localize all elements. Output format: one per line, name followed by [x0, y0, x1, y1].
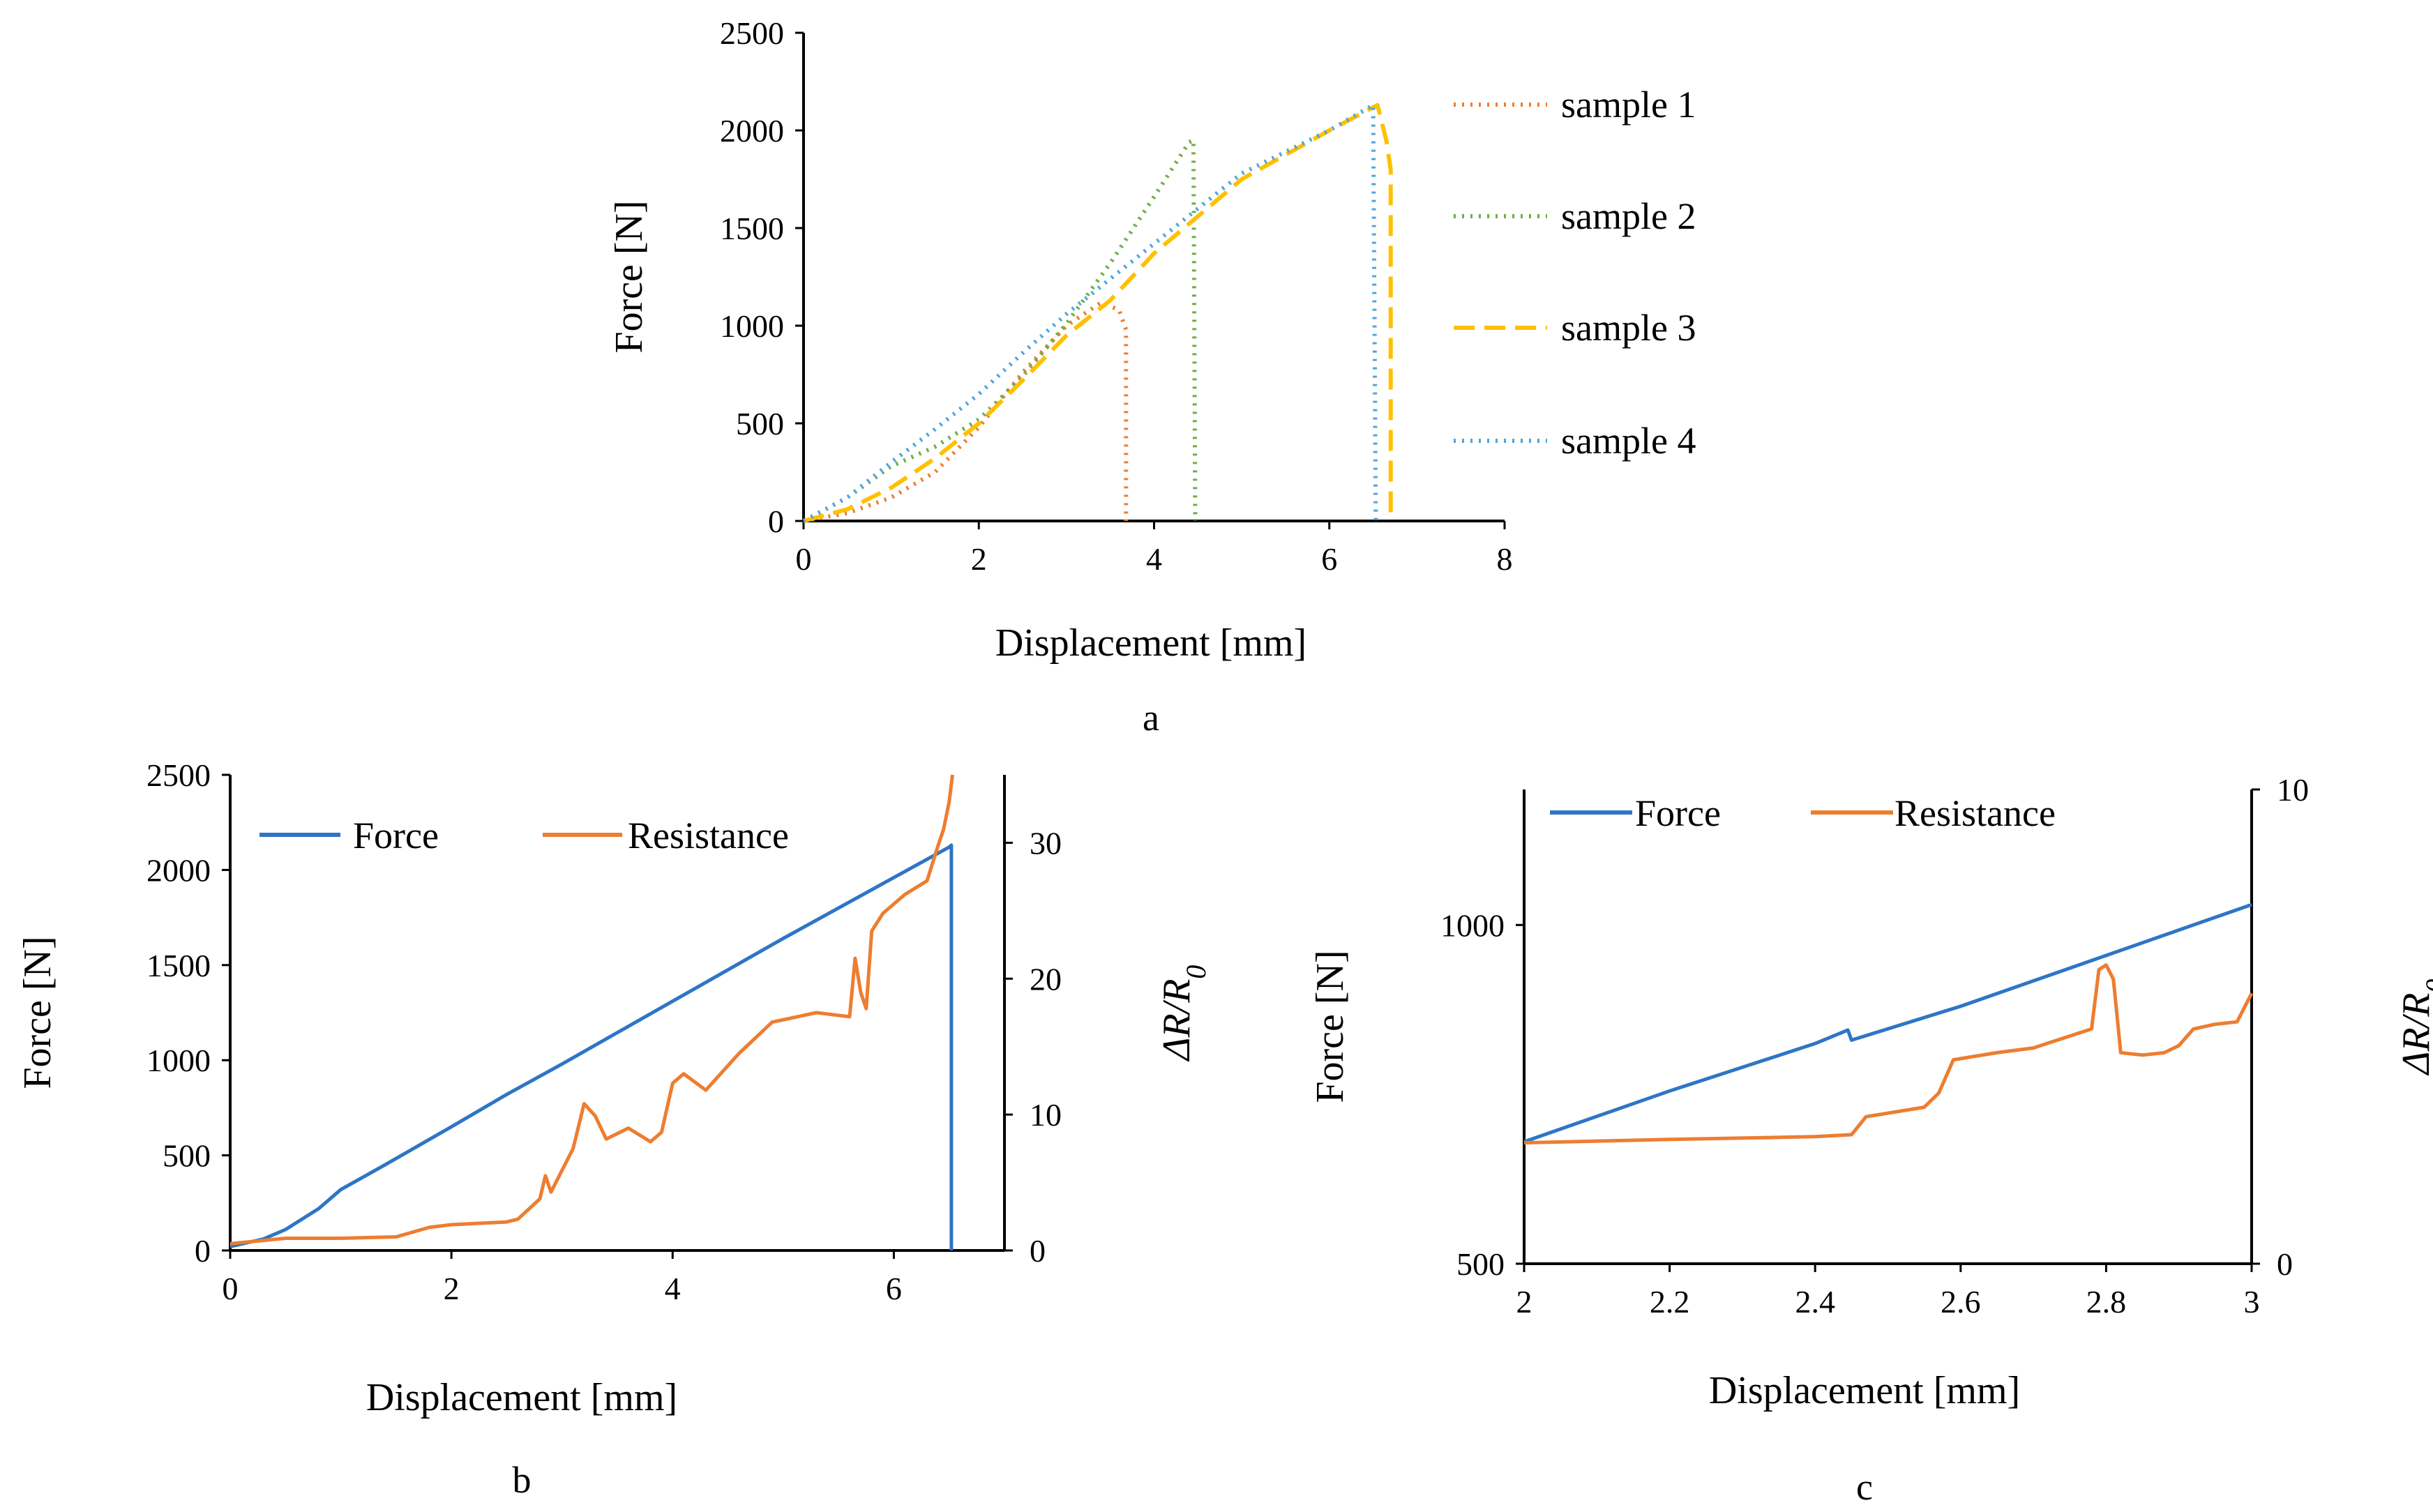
x-tick-label-a: 2 — [971, 541, 987, 577]
legend-label-a: sample 3 — [1561, 307, 1696, 349]
y-tick-label-c: 500 — [1456, 1246, 1505, 1282]
y-tick-label-a: 1000 — [720, 308, 784, 344]
x-tick-label-c: 2 — [1516, 1284, 1532, 1320]
y2-tick-label-b: 30 — [1030, 825, 1062, 861]
panel-label-a: a — [1143, 697, 1159, 739]
y-tick-label-a: 2500 — [720, 15, 784, 51]
x-tick-label-b: 4 — [665, 1271, 681, 1306]
y-tick-label-b: 0 — [195, 1233, 211, 1269]
y-tick-label-a: 0 — [768, 504, 784, 539]
y-tick-label-b: 2500 — [146, 757, 211, 793]
series-line-b-force — [229, 843, 954, 1250]
x-tick-label-c: 3 — [2244, 1284, 2260, 1320]
x-tick-label-c: 2.2 — [1650, 1284, 1690, 1320]
y-tick-label-b: 500 — [163, 1138, 211, 1174]
y2-tick-label-c: 0 — [2277, 1246, 2293, 1282]
y2-axis-title-b: ΔR/R0 — [1155, 965, 1212, 1062]
y-tick-label-a: 2000 — [720, 113, 784, 149]
y-tick-label-a: 500 — [736, 406, 784, 441]
y2-tick-label-b: 20 — [1030, 961, 1062, 997]
y2-tick-label-b: 0 — [1030, 1233, 1046, 1269]
y-tick-label-b: 1000 — [146, 1043, 211, 1078]
x-tick-label-a: 6 — [1321, 541, 1337, 577]
y-axis-title-c: Force [N] — [1309, 950, 1352, 1103]
series-line-c-force — [1523, 902, 2252, 1144]
y-tick-label-c: 1000 — [1440, 907, 1505, 943]
y2-tick-label-c: 10 — [2277, 772, 2309, 808]
panel-label-c: c — [1856, 1466, 1873, 1508]
series-line-a-sample-1 — [803, 300, 1129, 523]
x-axis-title-b: Displacement [mm] — [366, 1376, 677, 1419]
series-line-c-resistance — [1523, 963, 2254, 1145]
y-tick-label-b: 1500 — [146, 948, 211, 983]
series-line-a-sample-2 — [802, 138, 1198, 523]
x-tick-label-c: 2.4 — [1795, 1284, 1835, 1320]
series-line-b-resistance — [229, 774, 954, 1246]
y-axis-title-b: Force [N] — [16, 936, 59, 1089]
x-tick-label-b: 0 — [223, 1271, 239, 1306]
legend-label-b: Resistance — [628, 815, 789, 856]
legend-label-a: sample 1 — [1561, 84, 1696, 126]
y2-axis-title-c: ΔR/R0 — [2395, 979, 2433, 1076]
x-tick-label-a: 4 — [1146, 541, 1162, 577]
x-axis-title-a: Displacement [mm] — [995, 621, 1306, 665]
x-tick-label-c: 2.8 — [2086, 1284, 2127, 1320]
x-tick-label-a: 0 — [796, 541, 812, 577]
panel-label-b: b — [513, 1459, 532, 1501]
x-tick-label-b: 6 — [886, 1271, 902, 1306]
series-line-a-sample-4 — [802, 103, 1378, 523]
x-tick-label-a: 8 — [1497, 541, 1513, 577]
legend-label-c: Force — [1635, 792, 1721, 834]
legend-label-a: sample 4 — [1561, 420, 1696, 462]
y-tick-label-b: 2000 — [146, 852, 211, 888]
legend-label-c: Resistance — [1895, 792, 2056, 834]
series-line-a-sample-3 — [803, 103, 1393, 523]
x-tick-label-c: 2.6 — [1941, 1284, 1981, 1320]
legend-label-a: sample 2 — [1561, 195, 1696, 237]
y-tick-label-a: 1500 — [720, 211, 784, 246]
legend-label-b: Force — [353, 815, 439, 856]
x-axis-title-c: Displacement [mm] — [1709, 1369, 2020, 1412]
y-axis-title-a: Force [N] — [608, 200, 651, 353]
y2-tick-label-b: 10 — [1030, 1097, 1062, 1133]
x-tick-label-b: 2 — [444, 1271, 460, 1306]
